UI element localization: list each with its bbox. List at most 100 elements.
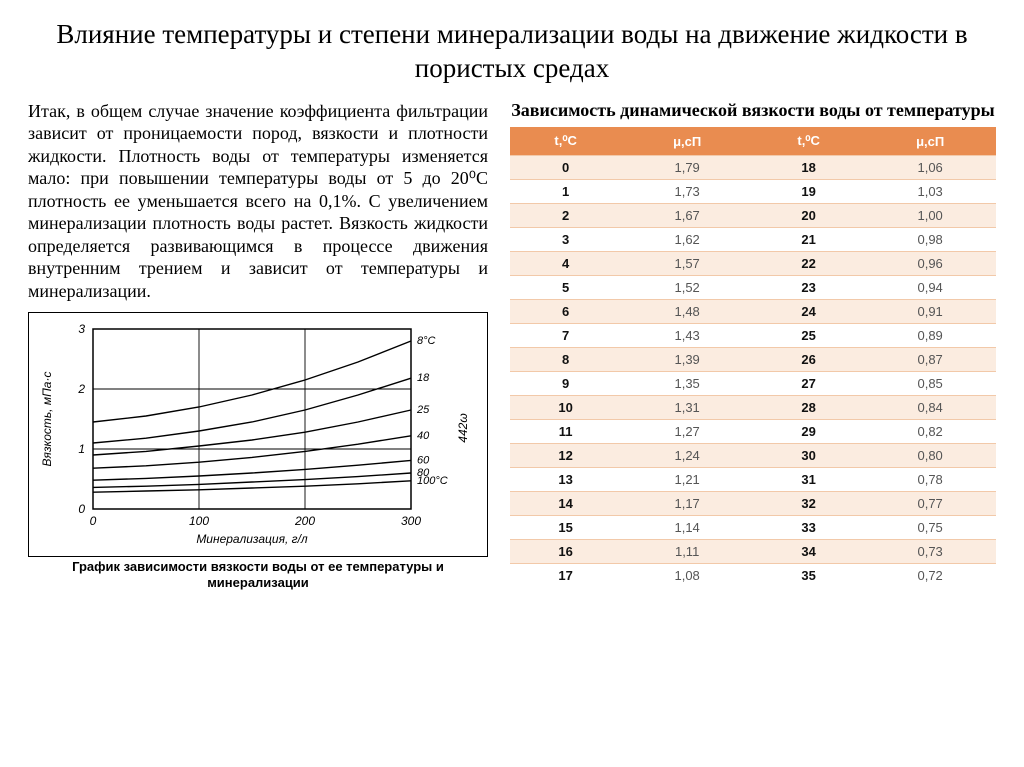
table-cell: 1,67: [621, 204, 753, 228]
table-cell: 1,35: [621, 372, 753, 396]
svg-text:25: 25: [416, 404, 430, 416]
table-cell: 1,11: [621, 540, 753, 564]
table-cell: 1,21: [621, 468, 753, 492]
viscosity-chart: 01002003000123Минерализация, г/лВязкость…: [28, 312, 488, 557]
table-row: 71,43250,89: [510, 324, 996, 348]
table-row: 111,27290,82: [510, 420, 996, 444]
table-row: 11,73191,03: [510, 180, 996, 204]
chart-caption: График зависимости вязкости воды от ее т…: [28, 559, 488, 590]
table-cell: 32: [753, 492, 864, 516]
table-cell: 26: [753, 348, 864, 372]
table-cell: 21: [753, 228, 864, 252]
table-cell: 35: [753, 564, 864, 588]
table-cell: 12: [510, 444, 621, 468]
table-row: 171,08350,72: [510, 564, 996, 588]
viscosity-table: t,⁰Сμ,сПt,⁰Сμ,сП 01,79181,0611,73191,032…: [510, 127, 996, 587]
table-cell: 1,48: [621, 300, 753, 324]
table-row: 131,21310,78: [510, 468, 996, 492]
table-cell: 27: [753, 372, 864, 396]
table-cell: 31: [753, 468, 864, 492]
table-cell: 1,14: [621, 516, 753, 540]
table-cell: 11: [510, 420, 621, 444]
table-row: 51,52230,94: [510, 276, 996, 300]
table-row: 91,35270,85: [510, 372, 996, 396]
table-cell: 4: [510, 252, 621, 276]
table-cell: 1,39: [621, 348, 753, 372]
table-row: 101,31280,84: [510, 396, 996, 420]
table-header-cell: μ,сП: [621, 127, 753, 156]
table-row: 01,79181,06: [510, 156, 996, 180]
table-cell: 8: [510, 348, 621, 372]
svg-text:1: 1: [78, 442, 85, 456]
svg-text:8°С: 8°С: [417, 335, 436, 347]
table-cell: 23: [753, 276, 864, 300]
table-cell: 30: [753, 444, 864, 468]
table-cell: 20: [753, 204, 864, 228]
table-cell: 9: [510, 372, 621, 396]
table-cell: 19: [753, 180, 864, 204]
table-row: 161,11340,73: [510, 540, 996, 564]
table-cell: 1,73: [621, 180, 753, 204]
table-cell: 1,52: [621, 276, 753, 300]
table-cell: 0: [510, 156, 621, 180]
table-cell: 22: [753, 252, 864, 276]
table-cell: 17: [510, 564, 621, 588]
table-cell: 34: [753, 540, 864, 564]
table-row: 121,24300,80: [510, 444, 996, 468]
table-cell: 13: [510, 468, 621, 492]
table-cell: 0,73: [864, 540, 996, 564]
table-cell: 0,96: [864, 252, 996, 276]
table-row: 81,39260,87: [510, 348, 996, 372]
table-cell: 1,79: [621, 156, 753, 180]
table-row: 31,62210,98: [510, 228, 996, 252]
table-cell: 0,91: [864, 300, 996, 324]
table-cell: 1: [510, 180, 621, 204]
table-row: 141,17320,77: [510, 492, 996, 516]
table-header-row: t,⁰Сμ,сПt,⁰Сμ,сП: [510, 127, 996, 156]
intro-paragraph: Итак, в общем случае значение коэффициен…: [28, 100, 488, 303]
table-cell: 3: [510, 228, 621, 252]
table-cell: 1,31: [621, 396, 753, 420]
table-cell: 29: [753, 420, 864, 444]
svg-text:0: 0: [78, 502, 85, 516]
table-cell: 33: [753, 516, 864, 540]
table-cell: 1,03: [864, 180, 996, 204]
svg-text:300: 300: [401, 514, 421, 528]
table-cell: 2: [510, 204, 621, 228]
table-title: Зависимость динамической вязкости воды о…: [510, 100, 996, 122]
table-cell: 1,17: [621, 492, 753, 516]
table-cell: 0,87: [864, 348, 996, 372]
svg-text:442ω: 442ω: [456, 413, 470, 442]
table-cell: 0,85: [864, 372, 996, 396]
svg-text:18: 18: [417, 372, 430, 384]
table-header-cell: μ,сП: [864, 127, 996, 156]
table-cell: 0,75: [864, 516, 996, 540]
table-cell: 0,94: [864, 276, 996, 300]
table-row: 61,48240,91: [510, 300, 996, 324]
table-cell: 0,82: [864, 420, 996, 444]
page-title: Влияние температуры и степени минерализа…: [28, 18, 996, 86]
table-cell: 0,78: [864, 468, 996, 492]
table-cell: 7: [510, 324, 621, 348]
table-cell: 1,57: [621, 252, 753, 276]
table-cell: 0,98: [864, 228, 996, 252]
table-header-cell: t,⁰С: [753, 127, 864, 156]
table-cell: 0,77: [864, 492, 996, 516]
table-cell: 25: [753, 324, 864, 348]
table-cell: 1,08: [621, 564, 753, 588]
table-cell: 6: [510, 300, 621, 324]
svg-text:2: 2: [77, 382, 85, 396]
svg-text:Вязкость, мПа·с: Вязкость, мПа·с: [40, 372, 54, 467]
table-cell: 1,27: [621, 420, 753, 444]
table-cell: 1,06: [864, 156, 996, 180]
svg-text:60: 60: [417, 454, 430, 466]
table-cell: 14: [510, 492, 621, 516]
table-cell: 1,00: [864, 204, 996, 228]
svg-text:0: 0: [90, 514, 97, 528]
table-cell: 24: [753, 300, 864, 324]
table-cell: 16: [510, 540, 621, 564]
table-cell: 0,72: [864, 564, 996, 588]
table-cell: 18: [753, 156, 864, 180]
table-header-cell: t,⁰С: [510, 127, 621, 156]
svg-text:3: 3: [78, 322, 85, 336]
